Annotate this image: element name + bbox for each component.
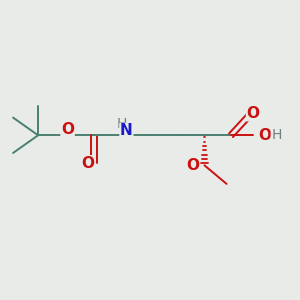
Text: O: O — [81, 156, 94, 171]
Text: O: O — [61, 122, 74, 137]
Text: O: O — [186, 158, 199, 173]
Text: H: H — [271, 128, 282, 142]
Text: O: O — [247, 106, 260, 121]
Text: N: N — [120, 123, 133, 138]
Text: O: O — [258, 128, 272, 143]
Text: H: H — [117, 117, 127, 131]
